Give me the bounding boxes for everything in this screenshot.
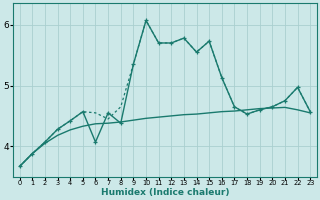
X-axis label: Humidex (Indice chaleur): Humidex (Indice chaleur) [101, 188, 229, 197]
